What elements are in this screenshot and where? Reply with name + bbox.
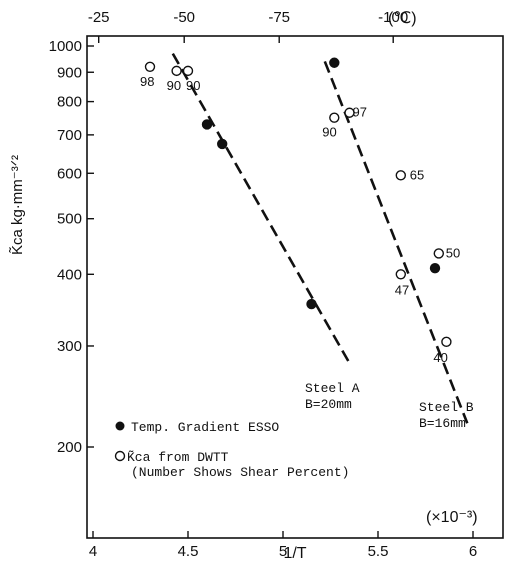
fit-line-1 xyxy=(323,60,469,424)
open-point-1 xyxy=(171,65,182,77)
plot-frame xyxy=(86,35,504,539)
legend-label-dwtt: K̃ca from DWTT xyxy=(127,450,229,465)
x-axis-label: 1/T xyxy=(283,545,306,562)
shear-label-2: 90 xyxy=(186,78,200,93)
open-point-8 xyxy=(441,336,452,348)
fit-line-1-label-0: Steel B xyxy=(419,400,474,415)
y-tick-label-1: 300 xyxy=(57,338,82,355)
top-axis: -25 -50 -75 -100 xyxy=(88,9,408,43)
filled-point-4 xyxy=(429,262,441,274)
shear-label-0: 98 xyxy=(140,74,154,89)
open-point-7 xyxy=(395,269,406,280)
filled-point-0 xyxy=(201,119,213,130)
shear-label-6: 50 xyxy=(446,245,460,260)
top-tick-label-3: -100 xyxy=(378,9,408,26)
top-tick-label-1: -50 xyxy=(173,9,195,26)
fit-line-0-label-1: B=20mm xyxy=(305,397,352,412)
legend: Temp. Gradient ESSO K̃ca from DWTT (Numb… xyxy=(114,420,349,480)
legend-label-esso: Temp. Gradient ESSO xyxy=(131,420,279,435)
open-point-2 xyxy=(182,65,194,77)
fit-lines: Steel AB=20mm Steel BB=16mm xyxy=(171,52,474,431)
legend-open-marker xyxy=(114,450,126,462)
filled-point-2 xyxy=(306,298,317,310)
fit-line-1-label-1: B=16mm xyxy=(419,416,466,431)
shear-label-8: 40 xyxy=(433,350,447,365)
open-point-3 xyxy=(329,112,340,123)
left-axis: 200 300 400 500 600 700 800 900 1000 xyxy=(49,38,94,456)
open-point-5 xyxy=(395,170,406,181)
y-tick-label-7: 900 xyxy=(57,64,82,81)
y-tick-label-3: 500 xyxy=(57,211,82,228)
x-tick-label-2: 5 xyxy=(279,543,287,560)
y-tick-label-5: 700 xyxy=(57,127,82,144)
x-tick-label-1: 4.5 xyxy=(178,543,199,560)
x-tick-label-4: 6 xyxy=(469,543,477,560)
data-points: 98 90 90 90 97 65 50 47 40 xyxy=(140,57,460,365)
shear-label-3: 90 xyxy=(322,125,336,140)
shear-label-5: 65 xyxy=(410,167,424,182)
fit-line-0-label-0: Steel A xyxy=(305,381,360,396)
y-tick-label-8: 1000 xyxy=(49,38,82,55)
open-point-4 xyxy=(344,107,355,118)
filled-point-1 xyxy=(216,138,228,150)
shear-label-1: 90 xyxy=(167,78,181,93)
y-tick-label-6: 800 xyxy=(57,94,82,111)
y-tick-label-2: 400 xyxy=(57,266,82,283)
y-axis-label: K̃ca kg·mm⁻³ᐟ² xyxy=(9,155,26,255)
bottom-axis: 4 4.5 5 5.5 6 xyxy=(89,531,477,560)
shear-label-4: 97 xyxy=(353,105,367,120)
fit-line-0 xyxy=(171,52,351,364)
open-point-0 xyxy=(144,61,156,72)
x-tick-label-3: 5.5 xyxy=(368,543,389,560)
legend-note: (Number Shows Shear Percent) xyxy=(131,465,349,480)
y-tick-label-4: 600 xyxy=(57,165,82,182)
shear-label-7: 47 xyxy=(395,282,409,297)
top-axis-unit-label: (℃) xyxy=(388,10,417,27)
filled-point-3 xyxy=(329,57,340,68)
open-point-6 xyxy=(433,248,444,259)
top-tick-label-2: -75 xyxy=(268,9,290,26)
y-tick-label-0: 200 xyxy=(57,439,82,456)
legend-filled-marker xyxy=(115,421,125,431)
x-tick-label-0: 4 xyxy=(89,543,97,560)
x-unit-label: (×10⁻³) xyxy=(426,509,478,526)
top-tick-label-0: -25 xyxy=(88,9,110,26)
